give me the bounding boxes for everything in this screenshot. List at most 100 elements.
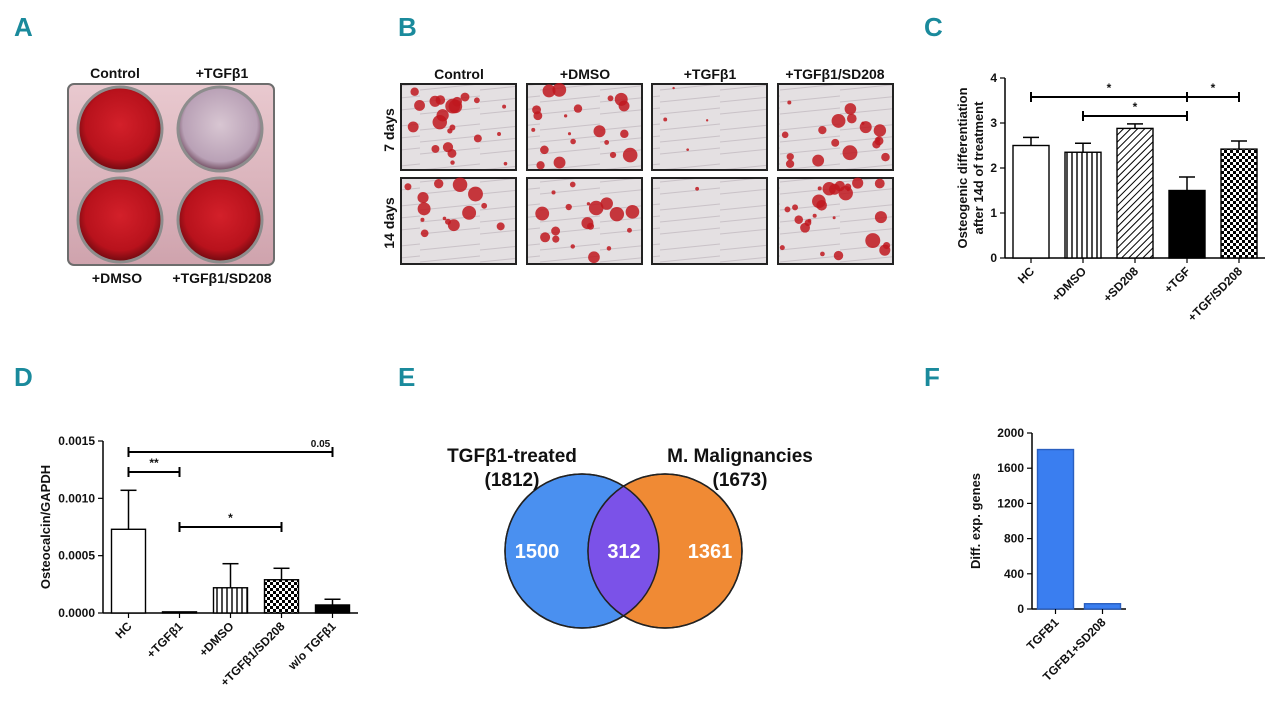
stain-spot — [567, 132, 572, 136]
micrograph-frame — [651, 83, 768, 171]
stain-spot — [540, 232, 551, 243]
stain-spot — [570, 244, 575, 249]
significance-label: 0.05 — [311, 439, 331, 450]
well-control — [76, 85, 164, 173]
significance-label: ** — [149, 456, 159, 470]
stain-spot — [873, 124, 887, 137]
stain-spot — [503, 161, 508, 166]
y-tick-label: 1200 — [997, 496, 1024, 510]
y-tick-label: 1 — [990, 206, 997, 220]
venn-set-right-name: M. Malignancies — [667, 446, 813, 467]
stain-spot — [663, 117, 668, 122]
stain-spot — [874, 178, 885, 189]
stain-spot — [872, 140, 881, 149]
panel-label-b: B — [398, 12, 417, 42]
stain-spot — [497, 132, 502, 136]
stain-spot — [573, 104, 583, 113]
panel-b-micrographs — [400, 83, 894, 265]
b-col-tgfb1: +TGFβ1 — [684, 66, 737, 82]
venn-right-only: 1361 — [688, 541, 733, 563]
bar — [1036, 448, 1075, 610]
stain-spot — [563, 114, 568, 118]
stain-spot — [800, 222, 810, 233]
stain-spot — [818, 125, 827, 135]
stain-spot — [417, 202, 431, 216]
b-col-control: Control — [434, 66, 484, 82]
stain-spot — [551, 190, 556, 195]
stain-spot — [420, 217, 425, 222]
stain-spot — [442, 216, 447, 221]
y-axis-label: after 14d of treatment — [971, 101, 986, 235]
stain-spot — [831, 138, 840, 147]
stain-spot — [620, 129, 629, 139]
y-tick-label: 2 — [990, 161, 997, 175]
stain-spot — [581, 217, 594, 230]
y-tick-label: 0 — [1017, 602, 1024, 616]
y-tick-label: 1600 — [997, 461, 1024, 475]
b-row-14days: 14 days — [381, 197, 397, 249]
b-col-dmso: +DMSO — [560, 66, 610, 82]
stain-spot — [434, 179, 444, 189]
panel-a-plate — [67, 83, 275, 266]
stain-spot — [695, 186, 700, 191]
stain-spot — [447, 128, 453, 134]
stain-spot — [781, 131, 789, 139]
panel-label-e: E — [398, 362, 416, 392]
stain-spot — [462, 205, 477, 220]
stain-spot — [432, 114, 447, 130]
stain-spot — [852, 177, 864, 189]
micrograph-frame — [400, 83, 517, 171]
stain-spot — [807, 218, 812, 223]
y-tick-label: 400 — [1004, 567, 1024, 581]
a-label-dmso: +DMSO — [92, 270, 142, 286]
venn-set-right-total: (1673) — [713, 470, 768, 491]
x-tick-label: +TGF — [1161, 264, 1193, 296]
stain-spot — [831, 113, 846, 128]
bar — [1064, 151, 1102, 259]
y-axis-label: Diff. exp. genes — [968, 473, 983, 569]
y-tick-label: 4 — [990, 71, 997, 85]
stain-spot — [570, 138, 576, 145]
stain-spot — [705, 119, 709, 122]
x-tick-label: +TGFβ1 — [144, 619, 186, 661]
x-tick-label: +DMSO — [1049, 264, 1089, 304]
venn-outline-right — [587, 473, 743, 629]
stain-spot — [879, 244, 891, 256]
stain-spot — [816, 200, 827, 211]
y-axis-label: Osteocalcin/GAPDH — [38, 465, 53, 589]
venn-left-only: 1500 — [515, 541, 560, 563]
stain-spot — [588, 251, 600, 264]
stain-spot — [407, 121, 419, 133]
stain-spot — [838, 185, 853, 201]
bar — [1012, 144, 1050, 259]
stain-spot — [448, 99, 463, 114]
stain-spot — [502, 104, 507, 109]
stain-spot — [829, 183, 841, 195]
stain-spot — [787, 100, 792, 105]
stain-spot — [874, 211, 887, 224]
stain-spot — [531, 127, 536, 132]
stain-spot — [686, 148, 690, 152]
venn-overlap — [588, 474, 659, 628]
stain-spot — [606, 246, 612, 251]
x-tick-label: w/o TGFβ1 — [285, 619, 339, 673]
venn-set-left-name: TGFβ1-treated — [447, 446, 577, 467]
a-label-tgfb1-sd208: +TGFβ1/SD208 — [172, 270, 271, 286]
bar — [1168, 189, 1206, 259]
stain-spot — [588, 200, 604, 216]
stain-spot — [586, 202, 591, 206]
x-tick-label: TGFB1 — [1024, 615, 1062, 653]
stain-spot — [565, 203, 572, 211]
stain-spot — [812, 213, 817, 218]
panel-label-f: F — [924, 362, 940, 392]
a-label-control: Control — [90, 65, 140, 81]
chart-e-venn: TGFβ1-treated (1812) M. Malignancies (1673)… — [447, 446, 813, 629]
y-axis-label: Osteogenic differentiation — [955, 87, 970, 248]
venn-overlap-count: 312 — [607, 541, 640, 563]
y-tick-label: 0.0005 — [58, 549, 95, 563]
a-label-tgfb1: +TGFβ1 — [196, 65, 249, 81]
stain-spot — [551, 226, 561, 236]
bar — [161, 611, 198, 614]
b-row-7days: 7 days — [381, 108, 397, 152]
y-tick-label: 800 — [1004, 532, 1024, 546]
